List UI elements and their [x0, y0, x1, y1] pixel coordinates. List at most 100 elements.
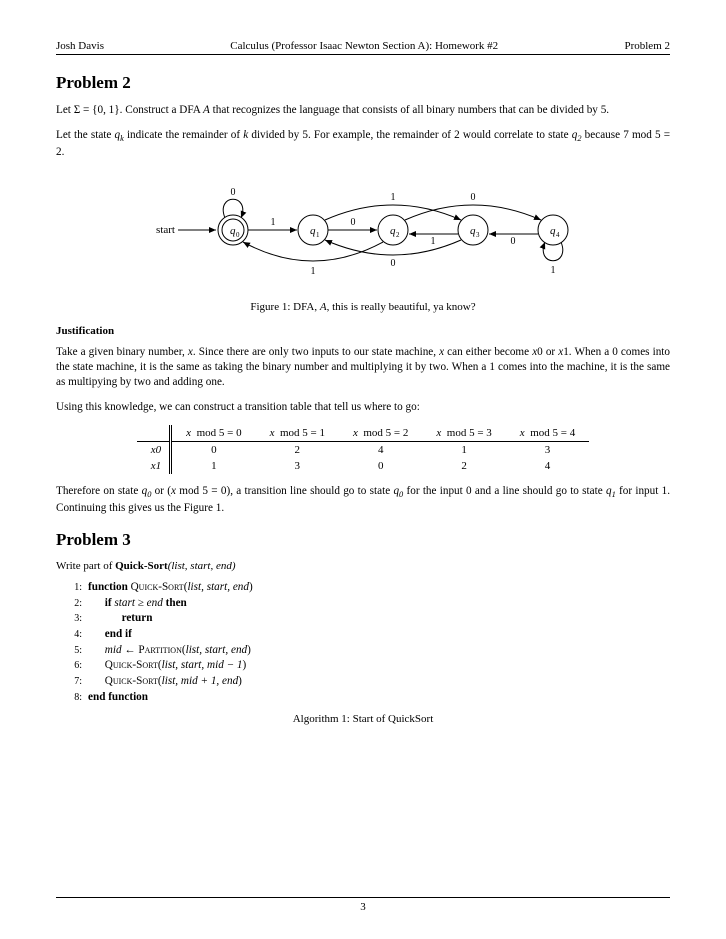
page-number: 3	[360, 901, 366, 913]
svg-text:1: 1	[311, 266, 316, 277]
fn-args: (list, start, end)	[168, 560, 236, 572]
page-footer: 3	[56, 897, 670, 913]
svg-text:0: 0	[391, 258, 396, 269]
var-q2: q2	[572, 129, 582, 141]
problem-3-title: Problem 3	[56, 530, 670, 550]
problem-2-para-2: Let the state qk indicate the remainder …	[56, 128, 670, 160]
text: or (	[151, 485, 171, 497]
svg-text:start: start	[156, 224, 175, 236]
svg-text:0: 0	[231, 187, 236, 198]
text: Take a given binary number,	[56, 346, 188, 358]
caption-text: , this is really beautiful, ya know?	[327, 301, 476, 313]
problem-2-para-1: Let Σ = {0, 1}. Construct a DFA A that r…	[56, 103, 670, 118]
justification-para-2: Using this knowledge, we can construct a…	[56, 400, 670, 415]
text: Write part of	[56, 560, 115, 572]
algo-line: 2: if start ≥ end then	[64, 596, 670, 612]
algorithm-block: 1:function Quick-Sort(list, start, end)2…	[64, 580, 670, 705]
col-header: x mod 5 = 2	[339, 425, 422, 442]
svg-text:2: 2	[396, 231, 400, 239]
transition-table: x mod 5 = 0 x mod 5 = 1 x mod 5 = 2 x mo…	[137, 425, 589, 474]
cell: 3	[506, 442, 589, 459]
cell: 1	[422, 442, 505, 459]
table-row: x002413	[137, 442, 589, 459]
svg-text:0: 0	[471, 192, 476, 203]
algo-line: 7: Quick-Sort(list, mid + 1, end)	[64, 674, 670, 690]
svg-text:0: 0	[511, 236, 516, 247]
var-x1: x	[558, 346, 563, 358]
header-author: Josh Davis	[56, 40, 104, 52]
line-number: 7:	[64, 674, 88, 690]
var-x0: x	[532, 346, 537, 358]
algorithm-caption: Algorithm 1: Start of QuickSort	[56, 713, 670, 725]
text: Therefore on state	[56, 485, 142, 497]
cell: 2	[256, 442, 339, 459]
text: can either become	[444, 346, 532, 358]
svg-text:4: 4	[556, 231, 560, 239]
text: or	[543, 346, 558, 358]
justification-heading: Justification	[56, 325, 670, 337]
row-header: x0	[137, 442, 171, 459]
line-number: 8:	[64, 690, 88, 706]
algo-line: 6: Quick-Sort(list, start, mid − 1)	[64, 658, 670, 674]
cell: 0	[171, 442, 256, 459]
header-title: Calculus (Professor Isaac Newton Section…	[104, 40, 624, 52]
fn-name: Quick-Sort	[115, 560, 168, 572]
line-number: 2:	[64, 596, 88, 612]
svg-text:3: 3	[476, 231, 480, 239]
svg-text:1: 1	[271, 217, 276, 228]
cell: 1	[171, 458, 256, 474]
algo-line: 4: end if	[64, 627, 670, 643]
text: that recognizes the language that consis…	[210, 104, 609, 116]
header-problem: Problem 2	[624, 40, 670, 52]
problem-3-intro: Write part of Quick-Sort(list, start, en…	[56, 560, 670, 572]
line-number: 4:	[64, 627, 88, 643]
after-table-para: Therefore on state q0 or (x mod 5 = 0), …	[56, 484, 670, 516]
figure-caption: Figure 1: DFA, A, this is really beautif…	[56, 301, 670, 313]
line-number: 3:	[64, 611, 88, 627]
var-q0: q0	[393, 485, 403, 497]
var-q0: q0	[142, 485, 152, 497]
problem-2-title: Problem 2	[56, 73, 670, 93]
justification-para-1: Take a given binary number, x . Since the…	[56, 345, 670, 390]
var-q1: q1	[606, 485, 616, 497]
svg-text:1: 1	[316, 231, 320, 239]
algo-line: 3: return	[64, 611, 670, 627]
line-code: mid ← Partition(list, start, end)	[88, 643, 251, 659]
algo-line: 1:function Quick-Sort(list, start, end)	[64, 580, 670, 596]
text: divided by 5. For example, the remainder…	[248, 129, 572, 141]
cell: 4	[339, 442, 422, 459]
svg-text:0: 0	[236, 231, 240, 239]
page-header: Josh Davis Calculus (Professor Isaac New…	[56, 40, 670, 55]
var-qk: qk	[115, 129, 124, 141]
dfa-figure: start0101100011q0q1q2q3q4	[56, 170, 670, 295]
text: mod 5 = 0), a transition line should go …	[176, 485, 393, 497]
line-number: 6:	[64, 658, 88, 674]
line-code: function Quick-Sort(list, start, end)	[88, 580, 253, 596]
var-A: A	[203, 104, 210, 116]
line-code: if start ≥ end then	[88, 596, 187, 612]
line-number: 5:	[64, 643, 88, 659]
algo-line: 5: mid ← Partition(list, start, end)	[64, 643, 670, 659]
caption-A: A	[320, 301, 327, 313]
line-code: Quick-Sort(list, start, mid − 1)	[88, 658, 246, 674]
col-header: x mod 5 = 3	[422, 425, 505, 442]
text: . Since there are only two inputs to our…	[193, 346, 439, 358]
page: Josh Davis Calculus (Professor Isaac New…	[0, 0, 726, 939]
row-header: x1	[137, 458, 171, 474]
col-header: x mod 5 = 0	[171, 425, 256, 442]
line-code: end if	[88, 627, 132, 643]
svg-text:1: 1	[431, 236, 436, 247]
svg-text:1: 1	[551, 265, 556, 276]
text: Let the state	[56, 129, 115, 141]
table-header-row: x mod 5 = 0 x mod 5 = 1 x mod 5 = 2 x mo…	[137, 425, 589, 442]
line-code: end function	[88, 690, 148, 706]
caption-text: Figure 1: DFA,	[250, 301, 319, 313]
line-code: return	[88, 611, 152, 627]
line-number: 1:	[64, 580, 88, 596]
cell: 0	[339, 458, 422, 474]
text: for the input 0 and a line should go to …	[403, 485, 606, 497]
dfa-diagram: start0101100011q0q1q2q3q4	[113, 170, 613, 290]
col-header: x mod 5 = 4	[506, 425, 589, 442]
algo-line: 8:end function	[64, 690, 670, 706]
cell: 3	[256, 458, 339, 474]
